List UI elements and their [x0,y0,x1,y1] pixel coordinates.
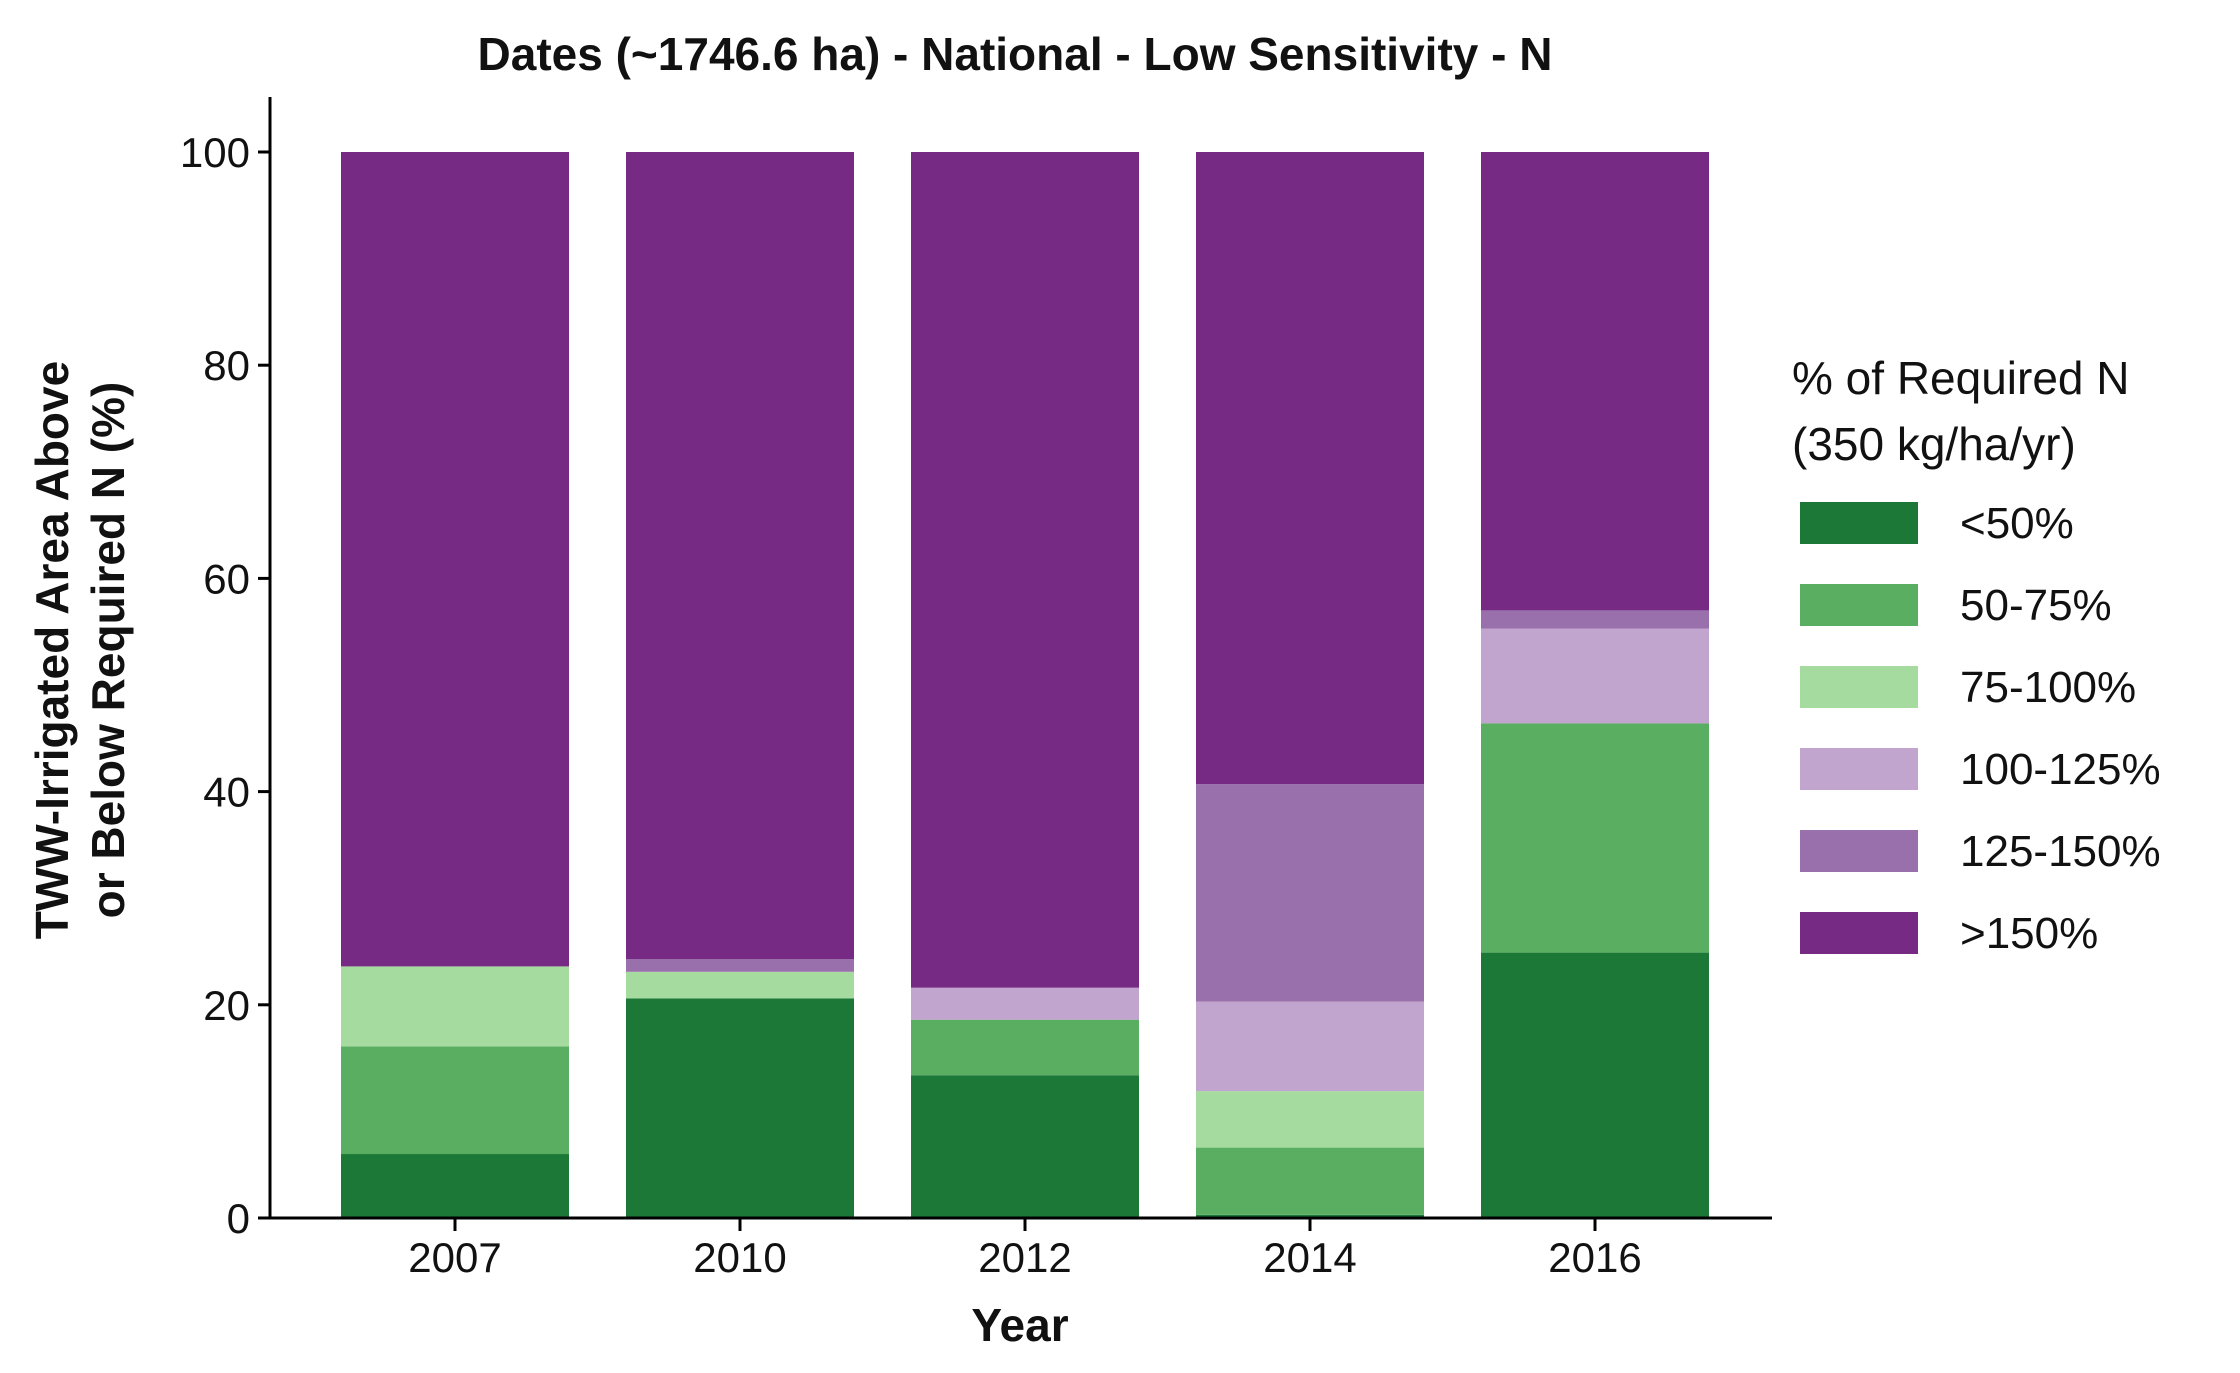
bar-2016-125-150pct [1481,610,1709,629]
y-tick-label-40: 40 [203,769,250,816]
x-tick-label-2016: 2016 [1548,1234,1641,1281]
legend-label-100-125pct: 100-125% [1960,745,2161,794]
x-tick-label-2014: 2014 [1263,1234,1356,1281]
x-axis-label: Year [971,1299,1068,1351]
bar-2016-lt50pct [1481,952,1709,1218]
legend-title-line-2: (350 kg/ha/yr) [1792,418,2076,470]
bar-2014-75-100pct [1196,1091,1424,1148]
y-tick-label-20: 20 [203,982,250,1029]
y-tick-label-0: 0 [227,1195,250,1242]
x-tick-label-2012: 2012 [978,1234,1071,1281]
bar-2014-gt150pct [1196,152,1424,785]
y-axis-label-line-2: or Below Required N (%) [82,382,134,919]
x-ticks: 2007 2010 2012 2014 2016 [408,1218,1642,1281]
bar-2014-125-150pct [1196,784,1424,1002]
bar-2007-75-100pct [341,966,569,1047]
bar-2010-75-100pct [626,971,854,999]
bar-2016-gt150pct [1481,152,1709,611]
bar-2012-lt50pct [911,1075,1139,1218]
bar-2010-lt50pct [626,998,854,1218]
legend-label-125-150pct: 125-150% [1960,827,2161,876]
legend-swatch-75-100pct [1800,666,1918,708]
y-ticks: 0 20 40 60 80 100 [180,129,270,1242]
y-axis-label: TWW-Irrigated Area Above or Below Requir… [26,361,134,939]
bar-2016-50-75pct [1481,723,1709,953]
y-tick-label-100: 100 [180,129,250,176]
bar-2012-gt150pct [911,152,1139,988]
bar-2007-lt50pct [341,1154,569,1218]
legend-swatch-gt150pct [1800,912,1918,954]
y-axis-label-line-1: TWW-Irrigated Area Above [26,361,78,939]
legend-title-line-1: % of Required N [1792,352,2130,404]
y-tick-label-80: 80 [203,342,250,389]
bar-2016-100-125pct [1481,628,1709,724]
legend-swatch-100-125pct [1800,748,1918,790]
legend-swatch-50-75pct [1800,584,1918,626]
bar-2007-gt150pct [341,152,569,967]
legend-label-lt50pct: <50% [1960,499,2074,548]
legend-label-50-75pct: 50-75% [1960,581,2112,630]
x-tick-label-2010: 2010 [693,1234,786,1281]
legend-items: <50% 50-75% 75-100% 100-125% 125-150% >150% [1800,499,2161,958]
bar-2012-50-75pct [911,1019,1139,1076]
bar-2012-100-125pct [911,987,1139,1020]
bars-group [341,152,1709,1218]
x-tick-label-2007: 2007 [408,1234,501,1281]
legend-swatch-125-150pct [1800,830,1918,872]
legend-swatch-lt50pct [1800,502,1918,544]
bar-2014-100-125pct [1196,1001,1424,1092]
legend-label-75-100pct: 75-100% [1960,663,2136,712]
chart-title: Dates (~1746.6 ha) - National - Low Sens… [478,28,1553,80]
legend-label-gt150pct: >150% [1960,909,2098,958]
bar-2014-lt50pct [1196,1214,1424,1218]
bar-2014-50-75pct [1196,1147,1424,1215]
bar-2007-50-75pct [341,1046,569,1155]
legend: % of Required N (350 kg/ha/yr) <50% 50-75… [1792,352,2161,958]
bar-2010-125-150pct [626,959,854,972]
y-tick-label-60: 60 [203,555,250,602]
bar-2010-gt150pct [626,152,854,959]
